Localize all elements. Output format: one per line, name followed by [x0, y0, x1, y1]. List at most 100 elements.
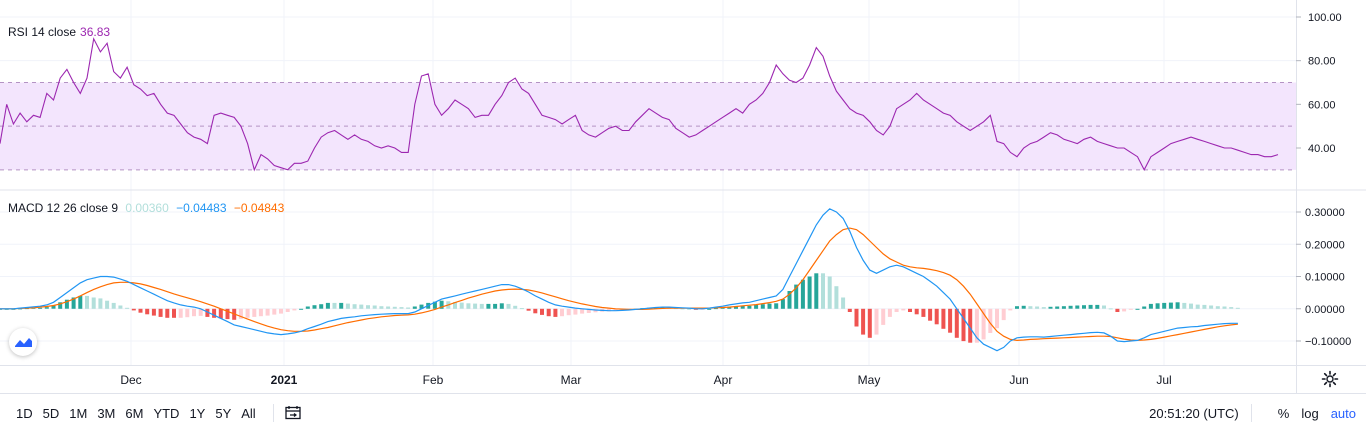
macd-hist-bar [111, 302, 116, 309]
range-button-all[interactable]: All [241, 405, 256, 421]
macd-hist-bar [218, 308, 223, 319]
macd-hist-bar [185, 308, 190, 318]
gear-icon[interactable] [1320, 369, 1340, 389]
macd-hist-bar [519, 308, 524, 310]
tradingview-logo-icon[interactable] [9, 328, 37, 356]
macd-hist-bar [91, 297, 96, 309]
macd-hist-bar [305, 306, 310, 309]
macd-hist-bar [1222, 306, 1227, 309]
macd-hist-bar [1082, 305, 1086, 309]
macd-hist-bar [834, 286, 839, 309]
macd-hist-bar [774, 303, 779, 309]
macd-hist-bar [51, 305, 56, 309]
macd-hist-bar [1001, 308, 1006, 321]
time-tick-label: Dec [120, 373, 141, 387]
macd-hist-bar [245, 308, 250, 318]
macd-hist-bar [1108, 308, 1113, 310]
macd-hist-bar [1148, 303, 1153, 309]
macd-hist-bar [198, 308, 203, 316]
time-tick-label: Feb [423, 373, 444, 387]
range-button-3m[interactable]: 3M [97, 405, 116, 421]
macd-hist-bar [131, 308, 136, 311]
macd-hist-bar [325, 302, 330, 309]
macd-hist-bar [98, 298, 103, 309]
macd-hist-bar [874, 308, 879, 335]
macd-tick-label: 0.20000 [1305, 239, 1345, 251]
range-button-1m[interactable]: 1M [69, 405, 88, 421]
calendar-range-icon[interactable] [284, 405, 302, 421]
range-button-1y[interactable]: 1Y [189, 405, 206, 421]
macd-legend-label: MACD 12 26 close 9 [8, 201, 119, 215]
macd-hist-bar [312, 305, 317, 309]
macd-hist-bar [366, 305, 370, 309]
macd-hist-bar [71, 297, 76, 309]
macd-hist-bar [78, 295, 83, 309]
macd-series-line [0, 208, 1238, 352]
macd-hist-bar [1162, 302, 1167, 309]
range-button-1d[interactable]: 1D [16, 405, 33, 421]
macd-hist-bar [238, 308, 243, 319]
macd-hist-bar [867, 308, 872, 338]
macd-hist-bar [553, 308, 558, 317]
rsi-legend[interactable]: RSI 14 close 36.83 [8, 25, 114, 39]
macd-hist-bar [988, 308, 993, 333]
toolbar-divider [1250, 404, 1252, 422]
macd-hist-bar [212, 308, 217, 318]
macd-hist-bar [1095, 304, 1100, 309]
macd-hist-bar [847, 308, 852, 312]
macd-hist-bar [800, 279, 805, 309]
macd-hist-bar [439, 300, 444, 309]
macd-tick-label: 0.30000 [1305, 207, 1345, 219]
macd-hist-bar [881, 308, 886, 325]
time-tick-label: May [858, 373, 881, 387]
macd-hist-bar [734, 306, 738, 309]
time-tick-label: Apr [714, 373, 733, 387]
bottom-toolbar: 1D 5D 1M 3M 6M YTD 1Y 5Y All 20:51:20 (UTC) % lo… [0, 394, 1366, 432]
macd-hist-bar [613, 308, 618, 311]
time-tick-label: Jun [1009, 373, 1028, 387]
macd-hist-bar [1209, 305, 1214, 309]
macd-hist-bar [38, 307, 43, 309]
range-selector: 1D 5D 1M 3M 6M YTD 1Y 5Y All [11, 406, 261, 421]
range-button-5y[interactable]: 5Y [215, 405, 232, 421]
macd-hist-bar [720, 307, 725, 309]
percent-scale-button[interactable]: % [1277, 405, 1290, 421]
macd-hist-bar [1068, 305, 1073, 309]
macd-hist-bar [995, 308, 999, 329]
macd-histogram [0, 273, 1240, 343]
macd-hist-bar [453, 302, 457, 309]
macd-hist-bar [372, 305, 377, 309]
log-scale-button[interactable]: log [1301, 405, 1319, 421]
range-button-ytd[interactable]: YTD [153, 405, 180, 421]
macd-hist-bar [412, 306, 417, 309]
auto-scale-button[interactable]: auto [1330, 405, 1356, 421]
range-button-5d[interactable]: 5D [42, 405, 60, 421]
macd-hist-bar [272, 308, 277, 315]
chart-canvas[interactable]: Dec 2021 Feb Mar Apr May Jun Jul 100.00 80.00 60.0… [0, 0, 1366, 394]
macd-hist-bar [941, 308, 946, 329]
macd-hist-bar [754, 304, 759, 309]
macd-hist-bar [332, 302, 337, 309]
macd-hist-bar [533, 308, 538, 314]
macd-hist-bar [827, 276, 832, 309]
macd-hist-bar [499, 303, 504, 309]
rsi-tick-label: 40.00 [1308, 143, 1336, 155]
macd-hist-bar [192, 308, 196, 317]
macd-hist-bar [406, 307, 411, 309]
utc-clock[interactable]: 20:51:20 (UTC) [1149, 405, 1239, 421]
macd-hist-bar [379, 306, 384, 309]
series-layer [0, 37, 1279, 352]
macd-hist-bar [854, 308, 859, 327]
macd-hist-bar [1175, 302, 1180, 309]
macd-hist-bar [794, 284, 799, 309]
macd-hist-bar [138, 308, 143, 313]
range-button-6m[interactable]: 6M [125, 405, 144, 421]
macd-legend[interactable]: MACD 12 26 close 9 0.00360 −0.04483 −0.0… [8, 201, 288, 215]
macd-hist-bar [780, 299, 785, 309]
macd-hist-bar [459, 302, 464, 309]
macd-hist-bar [1041, 307, 1046, 309]
macd-hist-bar [105, 300, 110, 309]
macd-hist-bar [887, 308, 892, 317]
macd-hist-bar [653, 307, 658, 309]
macd-hist-bar [299, 308, 304, 310]
